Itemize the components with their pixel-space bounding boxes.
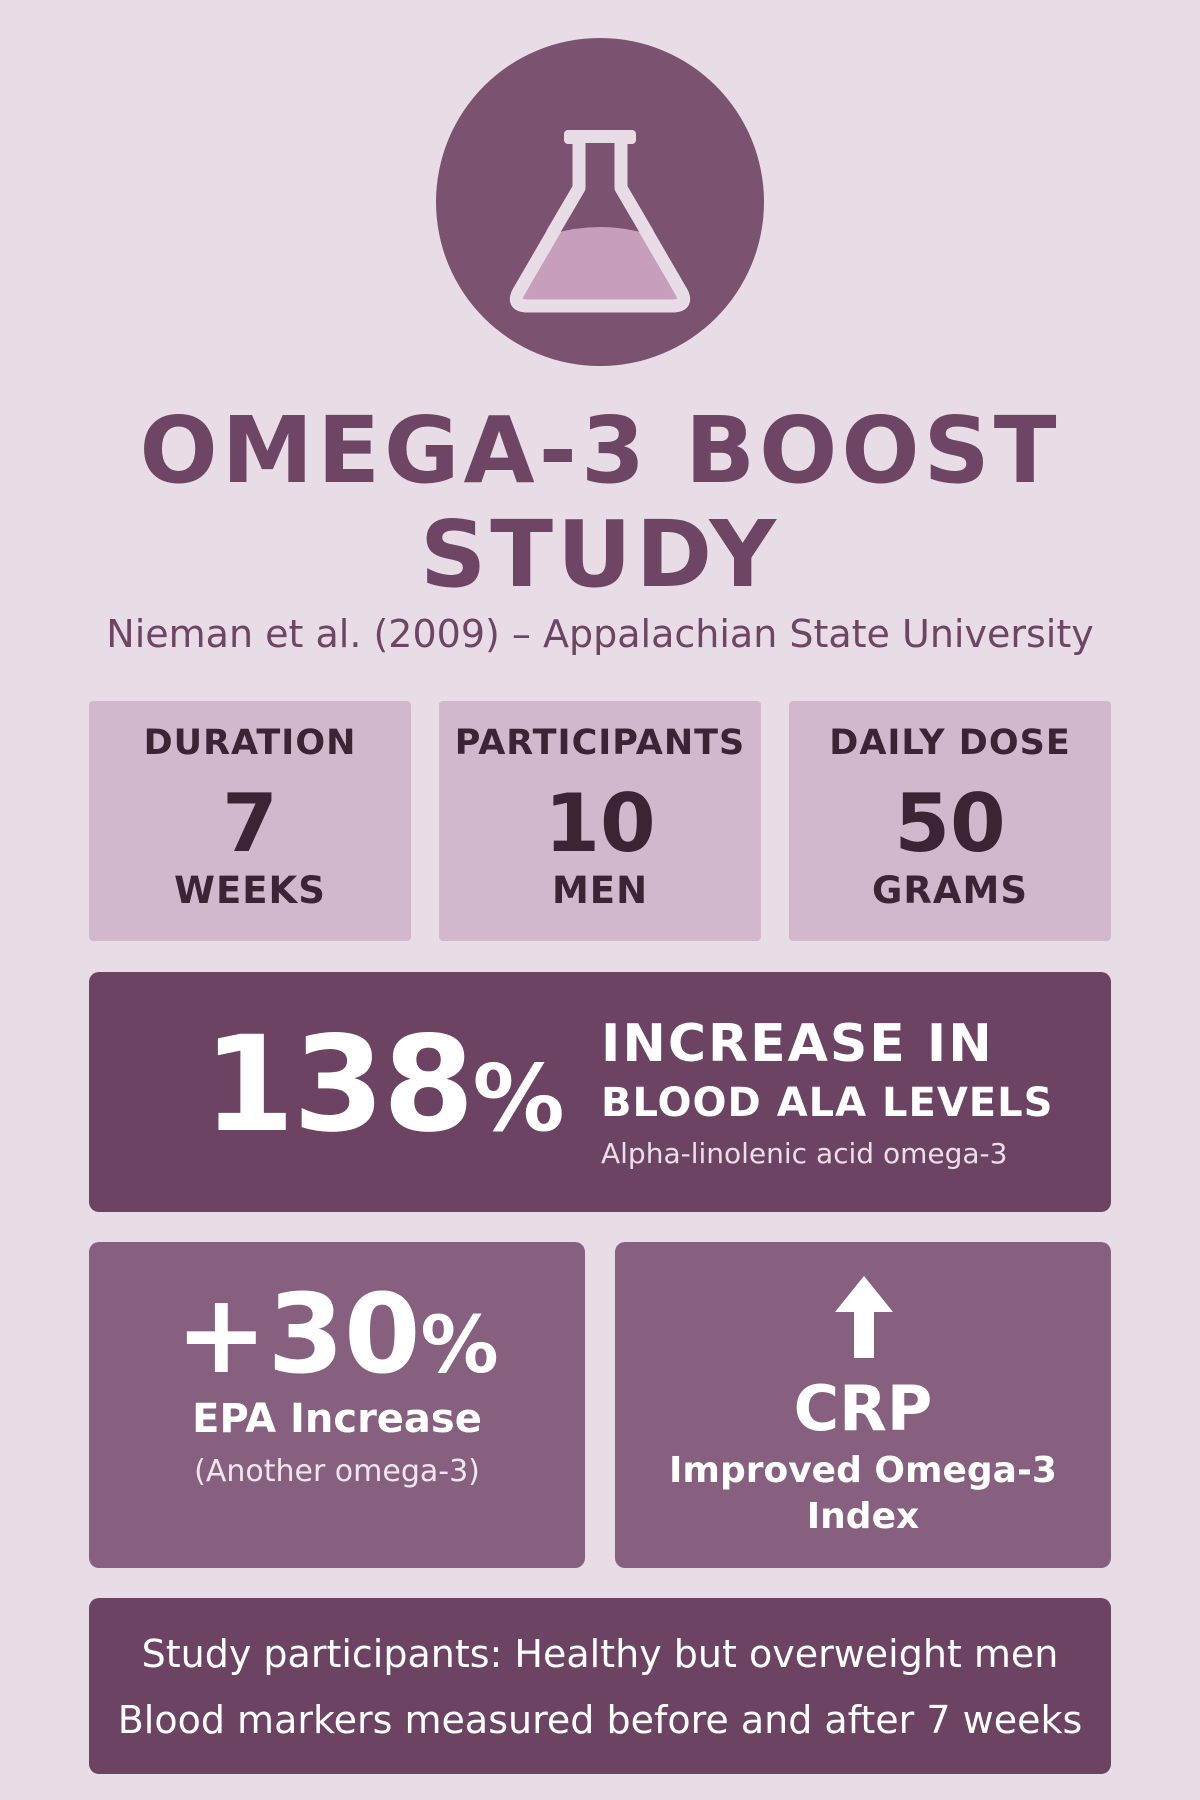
ala-increase-number: 138 xyxy=(203,1008,475,1162)
stat-label: DURATION xyxy=(143,723,357,763)
ala-increase-percent: % xyxy=(472,1045,565,1152)
stat-value: 10 xyxy=(544,777,656,870)
page-title-line2: STUDY xyxy=(419,501,780,608)
page-title: OMEGA-3 BOOST xyxy=(139,397,1061,504)
footer-line2: Blood markers measured before and after … xyxy=(117,1698,1083,1742)
epa-percent: % xyxy=(420,1301,499,1391)
crp-card: CRP Improved Omega-3 Index xyxy=(615,1242,1111,1568)
stat-label: DAILY DOSE xyxy=(829,723,1071,763)
epa-caption: EPA Increase xyxy=(192,1396,482,1442)
stat-value: 7 xyxy=(222,777,278,870)
stat-unit: WEEKS xyxy=(174,869,326,912)
study-citation: Nieman et al. (2009) – Appalachian State… xyxy=(106,612,1094,656)
crp-caption-line1: Improved Omega-3 xyxy=(669,1450,1057,1491)
arrow-up-icon xyxy=(835,1276,893,1358)
ala-increase-banner: 138% INCREASE IN BLOOD ALA LEVELS Alpha-… xyxy=(89,972,1111,1212)
stat-unit: MEN xyxy=(551,869,649,912)
participants-footer: Study participants: Healthy but overweig… xyxy=(89,1598,1111,1774)
stat-duration: DURATION 7 WEEKS xyxy=(89,701,411,941)
ala-increase-value: 138% xyxy=(203,1008,565,1174)
crp-heading: CRP xyxy=(793,1372,933,1445)
crp-caption-line2: Index xyxy=(806,1496,920,1537)
crp-caption: Improved Omega-3 Index xyxy=(615,1448,1111,1540)
stat-value: 50 xyxy=(894,777,1006,870)
stat-unit: GRAMS xyxy=(872,869,1028,912)
ala-heading-line1: INCREASE IN xyxy=(601,1014,994,1074)
stat-participants: PARTICIPANTS 10 MEN xyxy=(439,701,761,941)
ala-heading-line2: BLOOD ALA LEVELS xyxy=(601,1080,1054,1126)
flask-icon xyxy=(509,130,691,313)
epa-card: +30% EPA Increase (Another omega-3) xyxy=(89,1242,585,1568)
epa-number: +30 xyxy=(175,1270,421,1398)
epa-value: +30% xyxy=(89,1272,585,1408)
footer-line1: Study participants: Healthy but overweig… xyxy=(141,1632,1059,1676)
ala-subtext: Alpha-linolenic acid omega-3 xyxy=(601,1137,1008,1170)
flask-logo xyxy=(436,38,764,366)
epa-subcaption: (Another omega-3) xyxy=(194,1454,480,1489)
stat-label: PARTICIPANTS xyxy=(454,723,746,763)
stat-daily-dose: DAILY DOSE 50 GRAMS xyxy=(789,701,1111,941)
